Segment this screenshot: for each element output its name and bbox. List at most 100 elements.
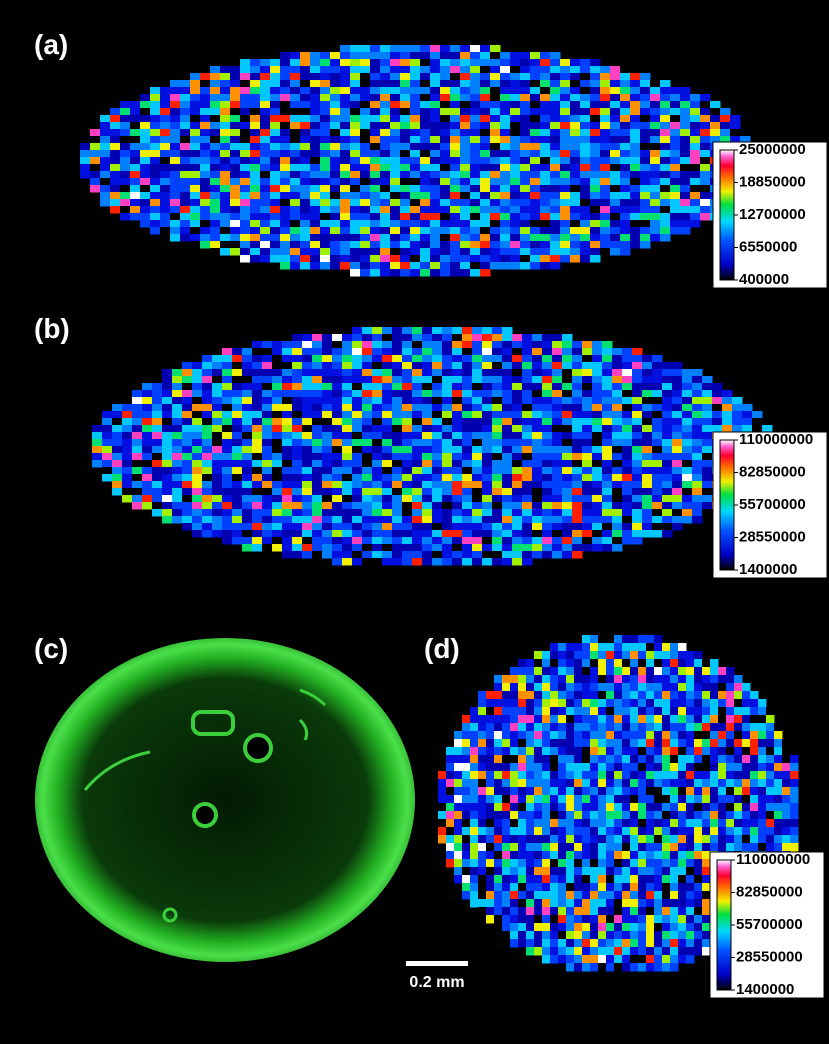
- heat-pixel: [630, 763, 639, 772]
- heat-pixel: [170, 108, 181, 116]
- heat-pixel: [252, 397, 263, 405]
- heat-pixel: [90, 185, 101, 193]
- heat-pixel: [450, 150, 461, 158]
- heat-pixel: [782, 795, 791, 804]
- heat-pixel: [220, 248, 231, 256]
- heat-pixel: [574, 875, 583, 884]
- heat-pixel: [160, 199, 171, 207]
- heat-pixel: [670, 795, 679, 804]
- heat-pixel: [790, 795, 799, 804]
- heat-pixel: [606, 891, 615, 900]
- heat-pixel: [302, 467, 313, 475]
- heat-pixel: [490, 171, 501, 179]
- heat-pixel: [402, 362, 413, 370]
- heat-pixel: [360, 178, 371, 186]
- heat-pixel: [542, 883, 551, 892]
- heat-pixel: [672, 467, 683, 475]
- heat-pixel: [622, 819, 631, 828]
- heat-pixel: [582, 488, 593, 496]
- heat-pixel: [322, 516, 333, 524]
- heat-pixel: [534, 851, 543, 860]
- heat-pixel: [518, 699, 527, 708]
- heat-pixel: [582, 481, 593, 489]
- heat-pixel: [560, 185, 571, 193]
- heat-pixel: [222, 376, 233, 384]
- heat-pixel: [322, 390, 333, 398]
- heat-pixel: [480, 80, 491, 88]
- heat-pixel: [562, 481, 573, 489]
- heat-pixel: [430, 59, 441, 67]
- heat-pixel: [726, 803, 735, 812]
- heat-pixel: [566, 643, 575, 652]
- heat-pixel: [630, 907, 639, 916]
- heat-pixel: [220, 178, 231, 186]
- heat-pixel: [280, 87, 291, 95]
- heat-pixel: [670, 178, 681, 186]
- heat-pixel: [630, 129, 641, 137]
- heat-pixel: [694, 787, 703, 796]
- heat-pixel: [362, 530, 373, 538]
- heat-pixel: [440, 45, 451, 53]
- heat-pixel: [462, 771, 471, 780]
- heat-pixel: [412, 397, 423, 405]
- heat-pixel: [440, 241, 451, 249]
- heat-pixel: [680, 227, 691, 235]
- heat-pixel: [410, 220, 421, 228]
- heat-pixel: [360, 206, 371, 214]
- heat-pixel: [110, 178, 121, 186]
- heat-pixel: [510, 755, 519, 764]
- heat-pixel: [382, 488, 393, 496]
- heat-pixel: [446, 803, 455, 812]
- heat-pixel: [282, 467, 293, 475]
- heat-pixel: [710, 699, 719, 708]
- heat-pixel: [160, 206, 171, 214]
- heat-pixel: [682, 509, 693, 517]
- heat-pixel: [272, 481, 283, 489]
- heat-pixel: [350, 157, 361, 165]
- heat-pixel: [372, 523, 383, 531]
- heat-pixel: [372, 544, 383, 552]
- heat-pixel: [622, 723, 631, 732]
- heat-pixel: [542, 355, 553, 363]
- heat-pixel: [690, 122, 701, 130]
- heat-pixel: [690, 136, 701, 144]
- heat-pixel: [632, 481, 643, 489]
- heat-pixel: [110, 157, 121, 165]
- heat-pixel: [638, 635, 647, 644]
- heat-pixel: [282, 509, 293, 517]
- heat-pixel: [510, 136, 521, 144]
- heat-pixel: [440, 59, 451, 67]
- heat-pixel: [250, 87, 261, 95]
- heat-pixel: [370, 248, 381, 256]
- heat-pixel: [542, 509, 553, 517]
- heat-pixel: [520, 157, 531, 165]
- heat-pixel: [478, 899, 487, 908]
- heat-pixel: [442, 355, 453, 363]
- heat-pixel: [340, 94, 351, 102]
- heat-pixel: [638, 819, 647, 828]
- heat-pixel: [140, 220, 151, 228]
- heat-pixel: [462, 715, 471, 724]
- heat-pixel: [600, 150, 611, 158]
- heat-pixel: [332, 544, 343, 552]
- heat-pixel: [302, 474, 313, 482]
- heat-pixel: [260, 178, 271, 186]
- heat-pixel: [350, 220, 361, 228]
- heat-pixel: [402, 495, 413, 503]
- heat-pixel: [342, 558, 353, 566]
- heat-pixel: [462, 418, 473, 426]
- heat-pixel: [710, 129, 721, 137]
- heat-pixel: [462, 397, 473, 405]
- heat-pixel: [372, 467, 383, 475]
- heat-pixel: [678, 667, 687, 676]
- heat-pixel: [534, 715, 543, 724]
- heat-pixel: [574, 731, 583, 740]
- heat-pixel: [590, 835, 599, 844]
- heat-pixel: [580, 73, 591, 81]
- heat-pixel: [598, 715, 607, 724]
- heat-pixel: [500, 52, 511, 60]
- heat-pixel: [500, 262, 511, 270]
- heat-pixel: [282, 355, 293, 363]
- heat-pixel: [180, 101, 191, 109]
- heat-pixel: [500, 129, 511, 137]
